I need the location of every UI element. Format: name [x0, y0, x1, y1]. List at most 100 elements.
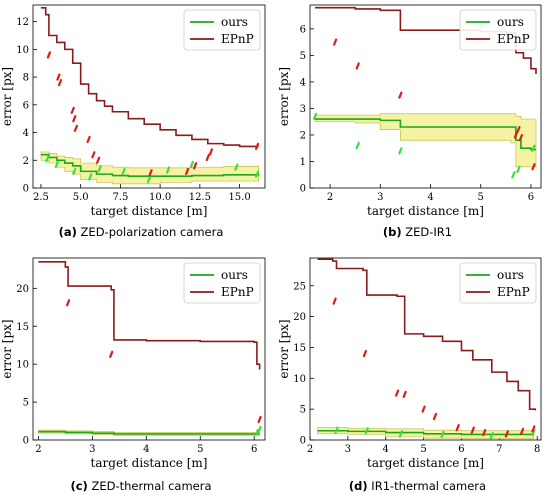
- legend-label-ours: ours: [221, 268, 248, 282]
- y-tick-label: 5: [23, 398, 29, 409]
- ours-outlier-point: [489, 432, 494, 440]
- ours-outlier-point: [54, 160, 59, 169]
- epnp-outlier-point: [86, 135, 91, 144]
- x-tick-label: 5: [420, 444, 426, 455]
- y-tick-label: 0: [300, 436, 306, 447]
- epnp-outlier-point: [519, 427, 525, 435]
- y-tick-label: 20: [293, 312, 306, 323]
- series-line-ours: [317, 429, 535, 436]
- x-tick-label: 15.0: [228, 192, 250, 203]
- x-tick-label: 3: [377, 192, 383, 203]
- ours-outlier-point: [516, 165, 521, 174]
- ours-outlier-point: [254, 428, 260, 437]
- legend-label-ours: ours: [497, 15, 524, 29]
- y-tick-label: 8: [23, 73, 29, 84]
- epnp-outlier-point: [362, 350, 368, 358]
- ours-outlier-point: [312, 112, 318, 120]
- epnp-outlier-point: [208, 148, 214, 156]
- epnp-outlier-point: [96, 156, 101, 164]
- ours-outlier-point: [531, 428, 536, 437]
- series-line-ours: [40, 153, 260, 178]
- epnp-outlier-point: [455, 424, 460, 432]
- ours-outlier-point: [88, 173, 93, 181]
- y-tick-label: 15: [16, 322, 29, 333]
- plot-frame: [309, 257, 542, 441]
- epnp-outlier-point: [518, 134, 524, 142]
- series-line-epnp: [317, 258, 537, 411]
- epnp-outlier-point: [333, 38, 338, 46]
- ours-outlier-point: [355, 141, 360, 150]
- y-tick-label: 3: [300, 104, 306, 115]
- epnp-outlier-point: [205, 153, 210, 162]
- legend-label-ours: ours: [497, 268, 524, 282]
- epnp-outlier-point: [516, 126, 521, 134]
- ours-outlier-point: [334, 426, 339, 434]
- plot-frame: [32, 4, 266, 189]
- ours-outlier-point: [254, 170, 260, 178]
- legend-box: [459, 9, 537, 51]
- epnp-outlier-point: [421, 405, 426, 413]
- ours-outlier-point: [440, 430, 445, 439]
- legend-label-epnp: EPnP: [221, 285, 254, 299]
- ours-outlier-point: [97, 164, 102, 173]
- caption-text: ZED-polarization camera: [77, 225, 224, 239]
- x-tick-label: 2: [307, 444, 313, 455]
- x-tick-label: 7.5: [112, 192, 128, 203]
- x-tick-label: 10.0: [149, 192, 171, 203]
- epnp-outlier-point: [394, 389, 400, 397]
- epnp-outlier-point: [109, 350, 114, 358]
- caption-label: (d): [349, 479, 368, 493]
- legend-label-ours: ours: [221, 15, 248, 29]
- x-axis-label: target distance [m]: [367, 204, 484, 218]
- panel-caption: (d) IR1-thermal camera: [349, 479, 486, 493]
- y-axis-label: error [px]: [277, 67, 291, 126]
- ours-outlier-point: [165, 166, 171, 174]
- panel-caption: (b) ZED-IR1: [383, 225, 452, 239]
- y-axis-label: error [px]: [0, 67, 14, 126]
- epnp-outlier-point: [432, 412, 438, 421]
- ours-outlier-point: [72, 167, 77, 175]
- y-axis-label: error [px]: [0, 319, 14, 378]
- series-line-ours: [315, 118, 536, 151]
- x-tick-label: 5: [478, 192, 484, 203]
- epnp-outlier-point: [531, 163, 536, 171]
- legend-label-epnp: EPnP: [221, 32, 254, 46]
- epnp-outlier-point: [513, 131, 518, 139]
- legend-box: [183, 262, 261, 304]
- epnp-outlier-point: [65, 299, 71, 307]
- ours-confidence-band: [314, 113, 537, 168]
- epnp-outlier-point: [355, 62, 360, 70]
- y-tick-label: 6: [23, 100, 29, 111]
- y-tick-label: 5: [300, 51, 306, 62]
- x-tick-label: 7: [496, 444, 502, 455]
- y-tick-label: 0: [23, 436, 29, 447]
- x-tick-label: 6: [458, 444, 464, 455]
- caption-text: ZED-thermal camera: [88, 479, 212, 493]
- ours-outlier-point: [45, 155, 50, 163]
- legend-box: [459, 262, 537, 304]
- ours-outlier-point: [531, 144, 536, 152]
- y-tick-label: 2: [23, 156, 29, 167]
- caption-label: (a): [59, 225, 77, 239]
- legend-box: [183, 9, 261, 51]
- y-tick-label: 12: [16, 17, 29, 28]
- y-tick-label: 5: [300, 405, 306, 416]
- y-tick-label: 4: [300, 77, 306, 88]
- legend-label-epnp: EPnP: [497, 285, 530, 299]
- ours-outlier-point: [257, 425, 262, 433]
- plot-frame: [32, 257, 266, 441]
- x-axis-label: target distance [m]: [91, 204, 208, 218]
- x-axis-label: target distance [m]: [367, 456, 484, 470]
- x-tick-label: 4: [143, 444, 149, 455]
- x-tick-label: 5: [197, 444, 203, 455]
- y-tick-label: 10: [16, 360, 29, 371]
- panel-c: 2 3 4 5 6 0 5 10 15 20 target distance [m] error [p…: [0, 257, 266, 493]
- x-tick-label: 12.5: [189, 192, 211, 203]
- ours-outlier-point: [364, 427, 369, 435]
- x-tick-label: 3: [345, 444, 351, 455]
- panel-caption: (c) ZED-thermal camera: [70, 479, 211, 493]
- ours-outlier-point: [189, 160, 195, 169]
- caption-text: IR1-thermal camera: [368, 479, 486, 493]
- x-tick-label: 6: [528, 192, 534, 203]
- epnp-outlier-point: [148, 169, 153, 177]
